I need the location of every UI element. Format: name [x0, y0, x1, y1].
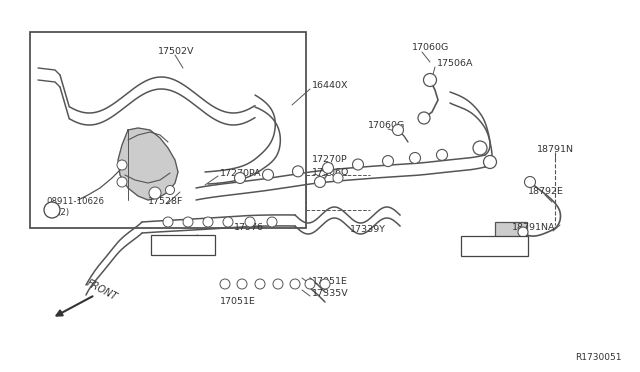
Circle shape: [149, 187, 161, 199]
Circle shape: [333, 173, 343, 183]
Circle shape: [262, 169, 273, 180]
Circle shape: [424, 74, 436, 87]
Circle shape: [418, 112, 430, 124]
Circle shape: [483, 155, 497, 169]
Circle shape: [44, 202, 60, 218]
Circle shape: [273, 279, 283, 289]
Circle shape: [290, 279, 300, 289]
Circle shape: [473, 141, 487, 155]
Text: R1730051: R1730051: [575, 353, 622, 362]
Text: 08911-10626: 08911-10626: [46, 196, 104, 205]
Text: 17502V: 17502V: [158, 48, 195, 57]
Circle shape: [117, 160, 127, 170]
Text: 17335V: 17335V: [312, 289, 349, 298]
Circle shape: [203, 217, 213, 227]
Text: 18791NA: 18791NA: [512, 224, 556, 232]
Text: 17576: 17576: [234, 224, 264, 232]
Bar: [30, 32, 306, 228]
Text: 17339Y: 17339Y: [350, 225, 386, 234]
Text: 17060G: 17060G: [412, 44, 449, 52]
Circle shape: [267, 217, 277, 227]
Bar: [495, 222, 527, 240]
Text: SEC.223: SEC.223: [476, 241, 513, 250]
Text: 17506Q: 17506Q: [312, 169, 349, 177]
Text: SEC.164: SEC.164: [164, 241, 202, 250]
FancyBboxPatch shape: [151, 235, 215, 255]
Polygon shape: [118, 128, 178, 200]
Text: FRONT: FRONT: [85, 278, 119, 302]
Circle shape: [353, 159, 364, 170]
Circle shape: [436, 150, 447, 160]
Text: 18792E: 18792E: [528, 187, 564, 196]
Circle shape: [255, 279, 265, 289]
Text: N: N: [49, 205, 56, 215]
Circle shape: [237, 279, 247, 289]
Circle shape: [220, 279, 230, 289]
Text: 17051E: 17051E: [312, 276, 348, 285]
Circle shape: [525, 176, 536, 187]
Text: 17506A: 17506A: [437, 58, 474, 67]
Text: 17528F: 17528F: [148, 198, 184, 206]
Text: 16440X: 16440X: [312, 81, 349, 90]
Circle shape: [383, 155, 394, 167]
Circle shape: [410, 153, 420, 163]
Circle shape: [163, 217, 173, 227]
Circle shape: [323, 163, 333, 173]
Circle shape: [305, 279, 315, 289]
Text: 17270PA: 17270PA: [220, 169, 262, 177]
Circle shape: [166, 186, 175, 195]
Circle shape: [234, 173, 246, 183]
Circle shape: [245, 217, 255, 227]
Text: 17060G: 17060G: [368, 122, 405, 131]
Circle shape: [320, 279, 330, 289]
Text: 17051E: 17051E: [220, 298, 256, 307]
Circle shape: [392, 125, 403, 135]
Text: 17270P: 17270P: [312, 155, 348, 164]
Text: 18791N: 18791N: [537, 145, 574, 154]
Circle shape: [518, 227, 528, 237]
Circle shape: [183, 217, 193, 227]
Circle shape: [292, 166, 303, 177]
Circle shape: [223, 217, 233, 227]
Circle shape: [314, 176, 326, 187]
Text: (2): (2): [57, 208, 69, 217]
FancyBboxPatch shape: [461, 236, 528, 256]
Circle shape: [117, 177, 127, 187]
